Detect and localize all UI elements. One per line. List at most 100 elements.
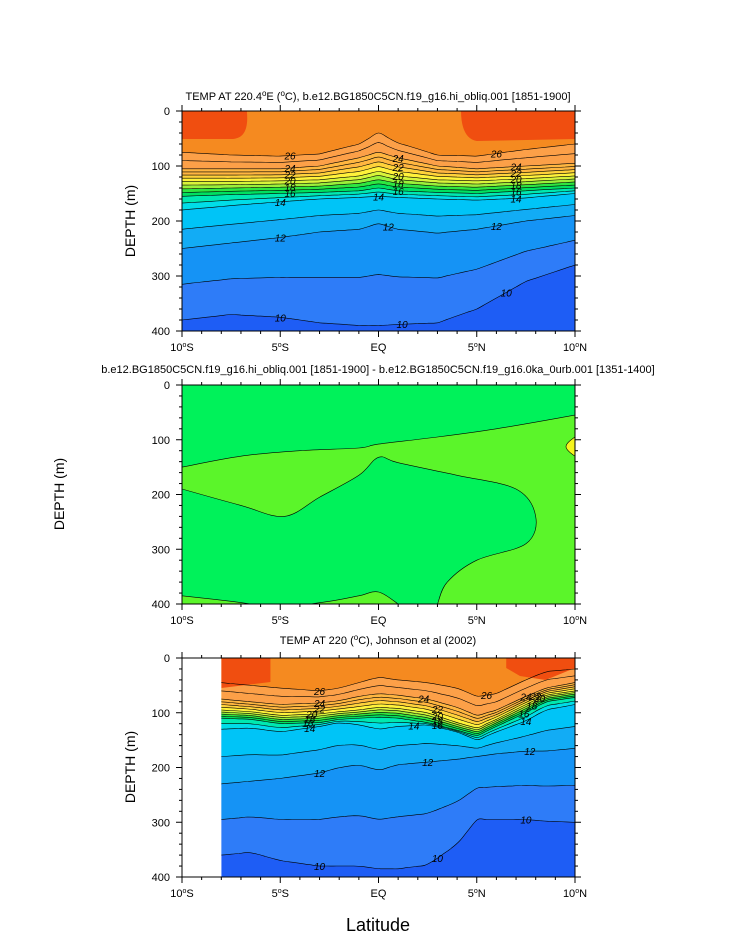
isotherm-line: [182, 179, 575, 190]
panel-model-temperature-contours: [182, 132, 575, 326]
diff-contour: [182, 591, 399, 604]
isotherm-line: [182, 156, 575, 173]
panel-model-temperature-fills: [182, 111, 575, 331]
isotherm-line: [221, 692, 575, 730]
x-tick-label: EQ: [371, 888, 387, 900]
contour-label: 24: [417, 695, 430, 706]
panel-difference-title: b.e12.BG1850C5CN.f19_g16.hi_obliq.001 [1…: [101, 364, 654, 376]
isotherm-line: [221, 704, 575, 741]
no-data-area: [183, 659, 222, 876]
contour-label: 22: [529, 692, 542, 703]
x-tick-label: 5oN: [468, 615, 486, 627]
contour-label: 16: [302, 719, 314, 730]
contour-label: 12: [491, 222, 503, 233]
isotherm-line: [182, 215, 575, 249]
contour-label: 14: [510, 194, 522, 205]
diff-contour: [182, 456, 537, 604]
isotherm-line: [221, 748, 575, 785]
contour-label: 20: [305, 710, 318, 721]
isotherm-line: [221, 682, 575, 716]
panel-observed-temperature-contours: [221, 668, 575, 870]
isotherm-line: [182, 190, 575, 204]
x-tick-label: EQ: [371, 615, 387, 627]
isotherm-line: [221, 690, 575, 728]
isotherm-line: [221, 693, 575, 732]
panel-difference: b.e12.BG1850C5CN.f19_g16.hi_obliq.001 [1…: [51, 364, 655, 627]
contour-label: 24: [392, 154, 405, 165]
y-tick-label: 400: [152, 872, 170, 884]
contour-label: 12: [275, 234, 287, 245]
contour-label: 14: [408, 722, 420, 733]
isotherm-line: [182, 204, 575, 230]
panel-difference-ylabel: DEPTH (m): [51, 458, 67, 530]
contour-label: 12: [422, 758, 434, 769]
isotherm-line: [182, 183, 575, 193]
contour-label: 10: [520, 816, 532, 827]
contour-label: 18: [510, 181, 522, 192]
contour-label: 18: [285, 183, 297, 194]
y-tick-label: 200: [152, 490, 170, 502]
warm-pool: [506, 658, 575, 680]
isotherm-line: [221, 697, 575, 736]
contour-label: 20: [431, 712, 444, 723]
y-tick-label: 0: [164, 380, 170, 392]
y-tick-label: 300: [152, 544, 170, 556]
isotherm-line: [182, 151, 575, 170]
isotherm-line: [182, 142, 575, 163]
isotherm-line: [221, 688, 575, 725]
diff-fill-positive: [182, 591, 399, 604]
contour-label: 10: [275, 313, 287, 324]
x-tick-label: 10oS: [170, 615, 194, 627]
panel-difference-axes: 10oS 5oS EQ 5oN 10oN 0 100 200 300 400: [152, 379, 587, 627]
y-tick-label: 100: [152, 708, 170, 720]
y-tick-label: 0: [164, 653, 170, 665]
contour-label: 22: [392, 163, 405, 174]
contour-label: 16: [393, 187, 405, 198]
isotherm-line: [182, 166, 575, 179]
panel-model-temperature-axes: 10oS 5oS EQ 5oN 10oN 0 100 200 300 400: [152, 105, 587, 354]
contour-label: 26: [480, 691, 493, 702]
isotherm-line: [182, 171, 575, 182]
contour-label: 16: [518, 710, 530, 721]
contour-label: 18: [432, 717, 444, 728]
contour-label: 26: [490, 149, 503, 160]
contour-label: 18: [304, 715, 316, 726]
isotherm-line: [221, 684, 575, 719]
contour-label: 10: [397, 320, 409, 331]
y-tick-label: 400: [152, 599, 170, 611]
contour-label: 10: [314, 862, 326, 873]
isotherm-line: [182, 187, 575, 197]
panel-model-temperature-contour-labels: 2624222018161412242220181614122624222018…: [275, 149, 522, 331]
isotherm-line: [221, 675, 575, 707]
contour-label: 20: [392, 172, 405, 183]
panel-observed-temperature-ylabel: DEPTH (m): [122, 731, 138, 803]
isotherm-line: [221, 700, 575, 738]
contour-label: 22: [313, 704, 326, 715]
warm-pool: [461, 111, 575, 141]
isotherm-line: [221, 726, 575, 757]
contour-label: 22: [509, 169, 522, 180]
panel-observed-temperature-fills: [183, 658, 575, 877]
panel-model-temperature-title: TEMP AT 220.4oE (oC), b.e12.BG1850C5CN.f…: [186, 89, 571, 103]
warm-pool: [182, 111, 248, 139]
panel-observed-temperature-axes: 10oS 5oS EQ 5oN 10oN 0 100 200 300 400: [152, 652, 587, 900]
contour-label: 24: [519, 692, 532, 703]
figure-xlabel: Latitude: [346, 915, 410, 935]
warm-pool: [221, 658, 271, 688]
x-tick-label: 10oN: [563, 342, 587, 354]
isotherm-line: [221, 785, 575, 820]
diff-fill-positive: [182, 415, 575, 604]
y-tick-label: 200: [152, 216, 170, 228]
contour-label: 10: [501, 289, 513, 300]
panel-observed-temperature-title: TEMP AT 220 (oC), Johnson et al (2002): [280, 633, 476, 647]
panel-observed-temperature-contour-labels: 2624222018161412242220181614122624222018…: [302, 687, 545, 873]
contour-label: 16: [285, 189, 297, 200]
isotherm-line: [182, 193, 575, 211]
contour-label: 14: [373, 192, 385, 203]
panel-model-temperature-ylabel: DEPTH (m): [122, 185, 138, 257]
x-tick-label: 5oS: [272, 342, 289, 354]
x-tick-label: EQ: [371, 342, 387, 354]
contour-label: 18: [526, 702, 538, 713]
contour-label: 14: [304, 724, 316, 735]
